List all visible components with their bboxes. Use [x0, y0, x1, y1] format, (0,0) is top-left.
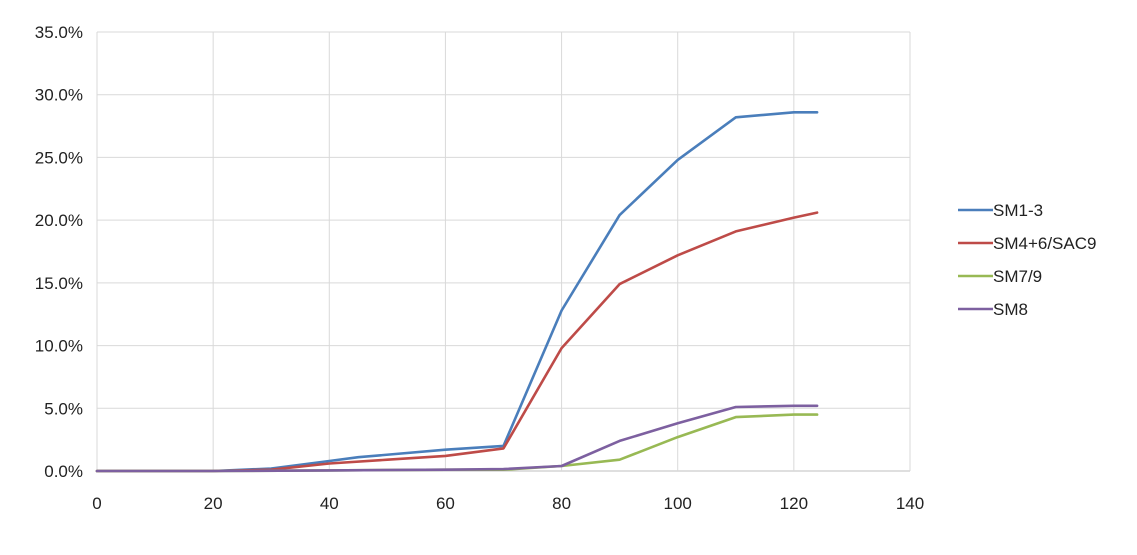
- series-line-sm7-9: [95, 413, 819, 473]
- y-tick-label: 15.0%: [35, 274, 83, 293]
- series-line-sm8: [95, 404, 819, 473]
- series-lines: [95, 111, 819, 473]
- y-tick-label: 5.0%: [44, 399, 83, 418]
- legend: SM1-3 SM4+6/SAC9 SM7/9 SM8: [958, 201, 1096, 319]
- series-line-sm4-6-sac9: [95, 211, 819, 473]
- series-line-sm1-3: [95, 111, 819, 473]
- y-tick-label: 30.0%: [35, 86, 83, 105]
- x-tick-label: 140: [896, 494, 924, 513]
- x-tick-label: 0: [92, 494, 101, 513]
- y-axis-ticks: 0.0% 5.0% 10.0% 15.0% 20.0% 25.0% 30.0% 35.0%: [35, 23, 83, 481]
- x-tick-label: 20: [204, 494, 223, 513]
- x-tick-label: 40: [320, 494, 339, 513]
- x-tick-label: 80: [552, 494, 571, 513]
- grid-lines: [96, 31, 911, 472]
- x-tick-label: 100: [664, 494, 692, 513]
- y-tick-label: 10.0%: [35, 337, 83, 356]
- y-tick-label: 0.0%: [44, 462, 83, 481]
- x-axis-ticks: 0 20 40 60 80 100 120 140: [92, 494, 924, 513]
- y-tick-label: 20.0%: [35, 211, 83, 230]
- legend-label: SM4+6/SAC9: [993, 234, 1096, 253]
- y-tick-label: 35.0%: [35, 23, 83, 42]
- y-tick-label: 25.0%: [35, 148, 83, 167]
- legend-label: SM7/9: [993, 267, 1042, 286]
- legend-label: SM8: [993, 300, 1028, 319]
- x-tick-label: 120: [780, 494, 808, 513]
- x-tick-label: 60: [436, 494, 455, 513]
- legend-label: SM1-3: [993, 201, 1043, 220]
